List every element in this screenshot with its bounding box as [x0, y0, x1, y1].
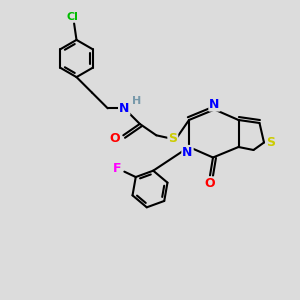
Text: O: O — [110, 132, 120, 145]
Text: N: N — [182, 146, 193, 159]
Text: O: O — [205, 177, 215, 190]
Text: H: H — [132, 96, 141, 106]
Text: Cl: Cl — [67, 11, 79, 22]
Text: S: S — [168, 132, 177, 145]
Text: S: S — [266, 136, 275, 149]
Text: N: N — [119, 102, 129, 115]
Text: F: F — [113, 162, 122, 175]
Text: N: N — [209, 98, 220, 111]
